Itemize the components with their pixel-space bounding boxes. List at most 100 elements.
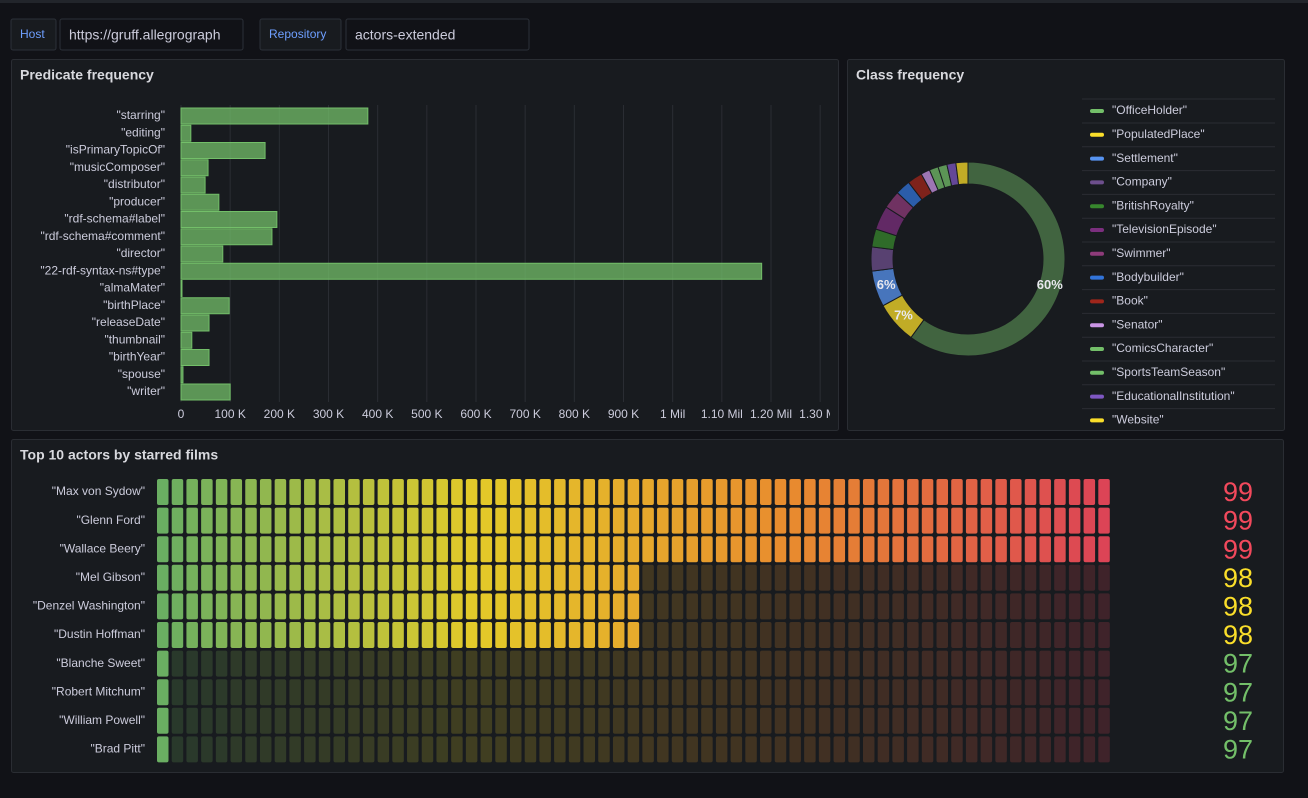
gauge-cell-empty (848, 736, 860, 763)
gauge-cell (1083, 507, 1096, 534)
gauge-cell-empty (1054, 679, 1066, 706)
gauge-cell-empty (421, 679, 434, 706)
gauge-cell (1068, 507, 1081, 534)
gauge-cell-empty (348, 707, 360, 734)
gauge-cell (1098, 507, 1110, 534)
gauge-cell (348, 507, 360, 534)
x-tick-label: 300 K (313, 407, 344, 421)
gauge-cell (230, 479, 243, 505)
gauge-cell-empty (995, 736, 1007, 763)
gauge-cell-empty (907, 736, 919, 763)
gauge-cell-empty (701, 593, 713, 620)
gauge-cell-empty (745, 679, 757, 706)
gauge-cell-empty (848, 679, 860, 706)
gauge-cell-empty (760, 622, 772, 648)
x-tick-label: 200 K (264, 407, 295, 421)
gauge-cell-empty (377, 736, 390, 763)
gauge-cell (157, 593, 169, 620)
gauge-cell (465, 622, 478, 648)
gauge-cell-empty (436, 679, 448, 706)
gauge-cell (1098, 536, 1110, 563)
gauge-cell (965, 536, 978, 563)
gauge-cell-empty (642, 650, 654, 677)
gauge-cell (1083, 536, 1096, 563)
y-tick-label: "22-rdf-syntax-ns#type" (40, 263, 165, 277)
gauge-cell-empty (1039, 679, 1051, 706)
variable-input[interactable] (345, 18, 530, 51)
bar (180, 280, 183, 297)
gauge-cell (259, 479, 272, 505)
gauge-cell (318, 479, 331, 505)
gauge-cell-empty (686, 707, 698, 734)
gauge-cell-empty (1083, 622, 1096, 648)
gauge-cell-empty (965, 564, 978, 591)
legend-label: "TelevisionEpisode" (1112, 222, 1217, 236)
gauge-cell-empty (921, 736, 934, 763)
gauge-cell (318, 622, 331, 648)
gauge-cell (157, 736, 169, 763)
gauge-cell-empty (745, 622, 757, 648)
gauge-cell-empty (730, 564, 743, 591)
gauge-cell (186, 622, 198, 648)
gauge-cell (304, 564, 316, 591)
gauge-cell (730, 479, 743, 505)
gauge-cell (421, 479, 434, 505)
gauge-cell (201, 536, 213, 563)
gauge-cell-empty (804, 679, 816, 706)
gauge-cell (333, 507, 345, 534)
legend-label: "BritishRoyalty" (1112, 198, 1194, 212)
gauge-cell-empty (995, 707, 1007, 734)
panel (847, 59, 1285, 431)
panel-title: Class frequency (856, 67, 964, 83)
gauge-cell-empty (760, 650, 772, 677)
gauge-cell (157, 507, 169, 534)
legend-swatch (1090, 228, 1104, 232)
gauge-cell-empty (774, 679, 787, 706)
variable-input[interactable] (59, 18, 244, 51)
gauge-cell-empty (730, 650, 743, 677)
gauge-cell-empty (774, 736, 787, 763)
gauge-cell (539, 479, 551, 505)
gauge-cell (289, 593, 301, 620)
gauge-cell-empty (1039, 622, 1051, 648)
gauge-cell (554, 622, 566, 648)
gauge-cell-empty (921, 650, 934, 677)
gauge-cell (1068, 536, 1081, 563)
gauge-cell (568, 622, 581, 648)
gauge-cell-empty (818, 736, 831, 763)
gauge-cell-empty (1068, 736, 1081, 763)
gauge-cell (568, 507, 581, 534)
panel-content: Predicate frequency 0 100 K 200 K 300 K 400 K… (20, 67, 830, 421)
gauge-cell (686, 479, 698, 505)
gauge-cell-empty (407, 650, 419, 677)
value-label: 97 (1223, 649, 1253, 679)
gauge-cell-empty (877, 736, 890, 763)
gauge-cell-empty (1010, 650, 1022, 677)
gauge-cell-empty (465, 679, 478, 706)
gauge-cell (1054, 507, 1066, 534)
gauge-cell (583, 564, 596, 591)
gauge-cell-empty (451, 650, 463, 677)
gauge-cell-empty (760, 736, 772, 763)
gauge-cell-empty (921, 622, 934, 648)
y-tick-label: "Max von Sydow" (52, 484, 145, 498)
gauge-cell (230, 507, 243, 534)
gauge-cell-empty (877, 564, 890, 591)
gauge-cell-empty (671, 679, 684, 706)
gauge-cell (407, 536, 419, 563)
gauge-cell-empty (524, 650, 537, 677)
gauge-cell (451, 479, 463, 505)
gauge-cell (304, 479, 316, 505)
gauge-cell-empty (1024, 564, 1037, 591)
gauge-cell-empty (789, 736, 801, 763)
gauge-cell-empty (862, 622, 875, 648)
gauge-cell (568, 593, 581, 620)
gauge-cell (554, 536, 566, 563)
gauge-cell (804, 507, 816, 534)
y-tick-label: "starring" (116, 108, 165, 122)
gauge-cell (304, 536, 316, 563)
gauge-cell (377, 622, 390, 648)
gauge-cell-empty (480, 736, 493, 763)
gauge-cell (407, 479, 419, 505)
gauge-cell-empty (701, 707, 713, 734)
